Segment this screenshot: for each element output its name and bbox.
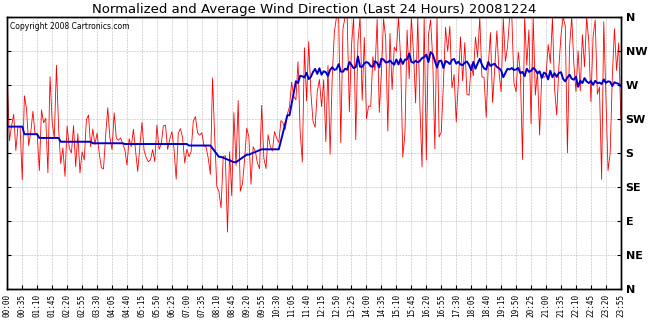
Title: Normalized and Average Wind Direction (Last 24 Hours) 20081224: Normalized and Average Wind Direction (L… [92, 3, 536, 16]
Text: Copyright 2008 Cartronics.com: Copyright 2008 Cartronics.com [10, 22, 130, 31]
